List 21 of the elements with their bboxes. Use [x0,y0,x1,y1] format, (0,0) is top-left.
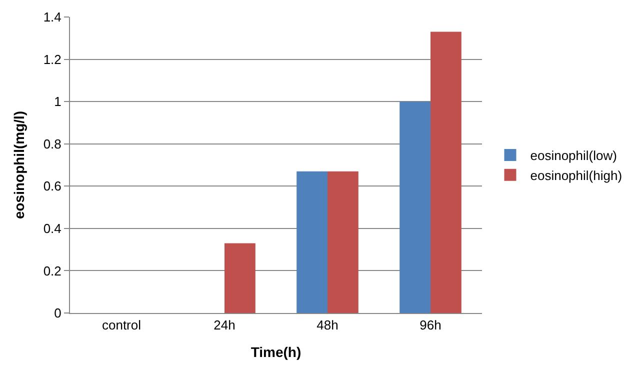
y-tick-label: 1.4 [43,10,62,25]
legend-label: eosinophil(high) [530,168,622,183]
x-tick-label: 48h [316,318,338,333]
bar [296,171,328,313]
y-tick-label: 0.4 [43,220,62,236]
bar [430,32,462,313]
y-tick-label: 0 [54,306,62,321]
y-tick-label: 0.6 [43,178,62,194]
bar [224,243,256,313]
bar [400,102,430,313]
x-tick-label: 24h [214,318,236,333]
x-tick-label: 96h [420,318,442,333]
y-tick-label: 0.2 [43,263,62,278]
x-tick-label: control [102,318,142,333]
x-axis-title: Time(h) [250,344,302,360]
bar [328,171,358,313]
legend-label: eosinophil(low) [530,148,617,164]
y-tick-label: 0.8 [43,136,62,152]
y-tick-label: 1.2 [43,52,62,67]
y-tick-label: 1 [54,94,62,110]
y-axis-title: eosinophil(mg/l) [10,110,27,220]
